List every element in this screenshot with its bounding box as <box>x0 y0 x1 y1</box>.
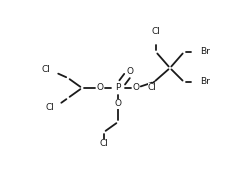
Text: Cl: Cl <box>152 27 161 36</box>
Text: Br: Br <box>200 77 210 86</box>
Text: O: O <box>97 83 103 93</box>
Text: O: O <box>126 68 133 77</box>
Text: P: P <box>115 83 121 93</box>
Text: O: O <box>133 83 140 93</box>
Text: Cl: Cl <box>45 103 54 112</box>
Text: Cl: Cl <box>100 139 108 148</box>
Text: Cl: Cl <box>148 83 157 93</box>
Text: Cl: Cl <box>41 65 50 74</box>
Text: Br: Br <box>200 48 210 56</box>
Text: O: O <box>114 99 121 108</box>
